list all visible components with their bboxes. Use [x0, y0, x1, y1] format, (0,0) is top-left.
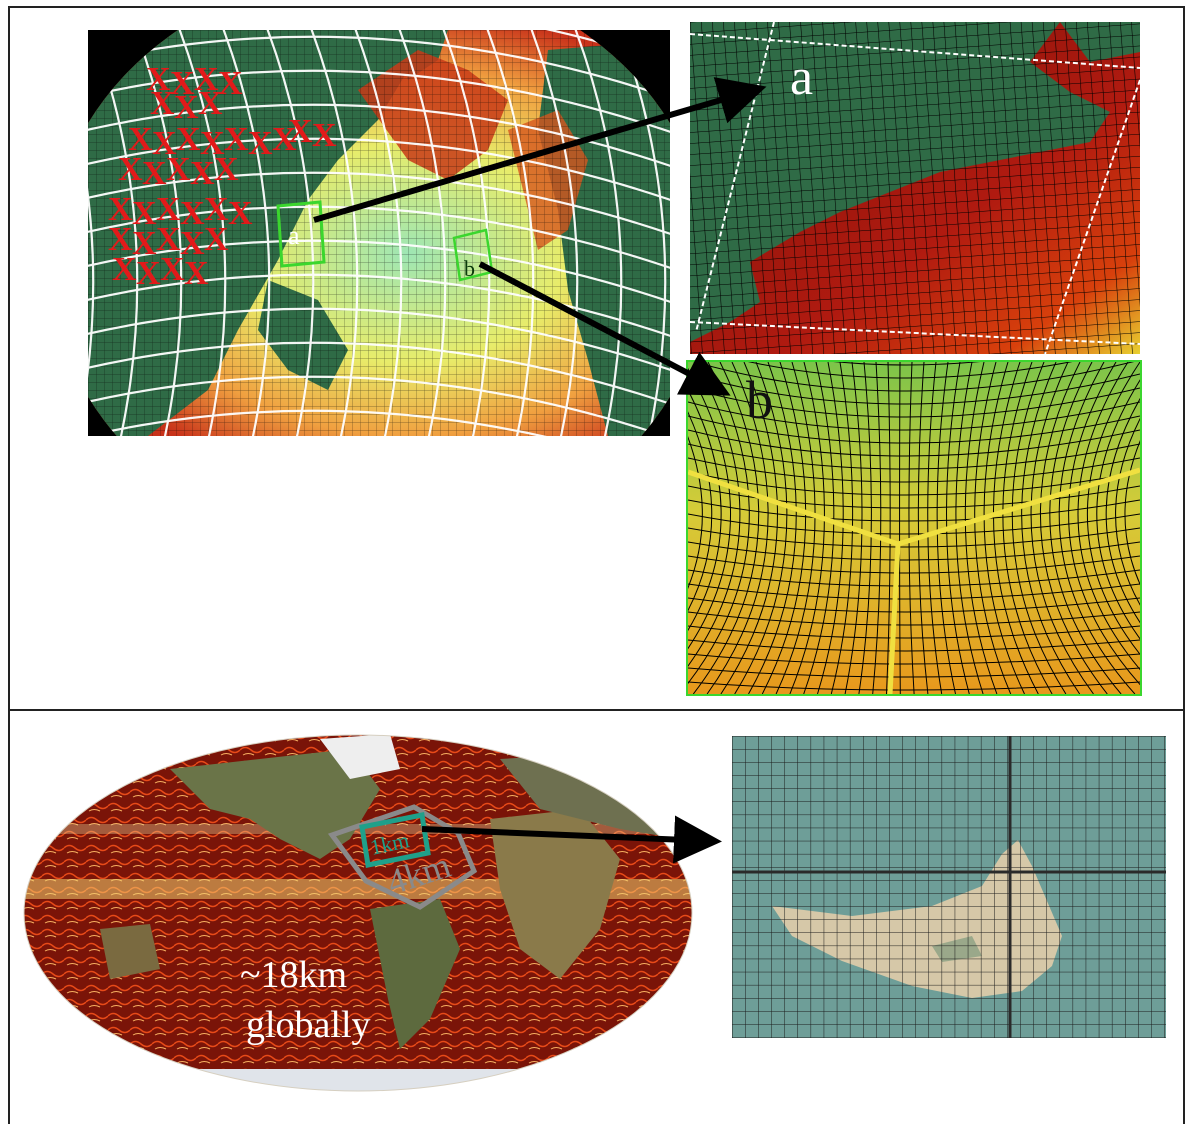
zoom-arrow-bottom	[421, 815, 722, 864]
land-mask-x: X	[190, 155, 215, 192]
land-mask-x: X	[224, 121, 249, 158]
land-mask-x: X	[132, 225, 157, 262]
land-mask-x: X	[204, 221, 229, 258]
land-mask-x: X	[176, 121, 201, 158]
land-mask-x: X	[118, 151, 143, 188]
land-mask-x: X	[150, 85, 175, 122]
land-mask-x: X	[174, 89, 199, 126]
land-mask-x: X	[170, 65, 195, 102]
land-mask-x: X	[272, 121, 297, 158]
map-text-globally: globally	[246, 1004, 371, 1046]
land-mask-x: X	[112, 251, 137, 288]
land-south-america-map	[370, 899, 460, 1049]
arrow-to-inset-a	[313, 77, 767, 223]
box-b-label: b	[464, 256, 475, 281]
land-mask-x: X	[312, 117, 337, 154]
land-mask-x: X	[136, 255, 161, 292]
land-mask-x: X	[146, 61, 171, 98]
box-a-label: a	[288, 221, 300, 250]
land-mask-x: X	[198, 85, 223, 122]
land-mask-x: X	[248, 125, 273, 162]
map-text-resolution: ~18km	[240, 954, 347, 996]
land-mask-x: X	[204, 191, 229, 228]
land-mask-x: X	[180, 195, 205, 232]
land-mask-x: X	[214, 151, 239, 188]
land-australia-map	[100, 924, 160, 979]
inset-a-label: a	[790, 49, 813, 106]
land-mask-x: X	[160, 251, 185, 288]
land-africa-map	[490, 809, 620, 979]
arrow-to-inset-b	[478, 261, 731, 396]
land-mask-x: X	[108, 191, 133, 228]
land-mask-x: X	[142, 155, 167, 192]
land-north-america-map	[170, 749, 380, 859]
land-mask-x: X	[108, 221, 133, 258]
land-mask-x: X	[166, 151, 191, 188]
land-mask-x: X	[156, 191, 181, 228]
land-mask-x: X	[218, 65, 243, 102]
land-mask-x: X	[128, 121, 153, 158]
land-mask-x: X	[228, 195, 253, 232]
nantucket-satellite-inset	[732, 736, 1166, 1038]
land-greenland-map	[320, 735, 400, 779]
region-box-a: a	[276, 200, 326, 268]
inset-b-label: b	[746, 370, 773, 430]
land-mask-x: X	[152, 125, 177, 162]
land-mask-x: X	[132, 195, 157, 232]
land-mask-x: X	[200, 125, 225, 162]
land-mask-x: X	[288, 113, 313, 150]
bottom-panel: 4km 1km ~18km globally	[8, 709, 1185, 1124]
inset-b-zoom: b	[686, 360, 1142, 696]
global-ocean-map: 4km 1km ~18km globally	[20, 729, 696, 1097]
land-mask-x: X	[184, 255, 209, 292]
land-mask-x: X	[156, 221, 181, 258]
land-mask-x: X	[180, 225, 205, 262]
land-mask-x: X	[194, 61, 219, 98]
zoom-arrows	[313, 77, 767, 396]
